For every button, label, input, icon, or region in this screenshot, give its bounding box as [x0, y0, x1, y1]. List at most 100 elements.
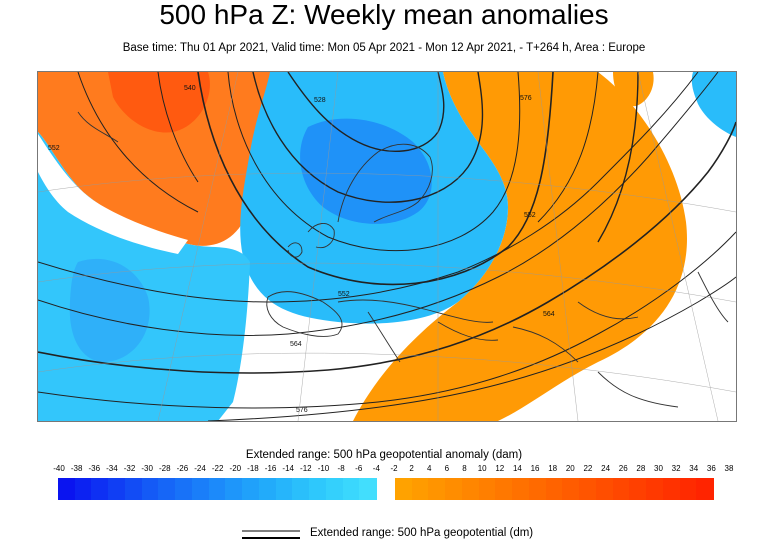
colorbar-cell	[495, 478, 513, 500]
colorbar-tick-label: -36	[88, 464, 101, 473]
colorbar-cell	[646, 478, 664, 500]
colorbar-negative	[58, 478, 377, 500]
colorbar-cell	[395, 478, 413, 500]
positive-anomaly-small-east	[613, 72, 654, 107]
colorbar-cell	[612, 478, 630, 500]
contour-legend: Extended range: 500 hPa geopotential (dm…	[242, 526, 712, 542]
colorbar-cell	[512, 478, 530, 500]
colorbar-cell	[191, 478, 210, 500]
colorbar-tick-label: 10	[477, 464, 487, 473]
colorbar-tick-label: -2	[390, 464, 398, 473]
colorbar-cell	[58, 478, 76, 500]
colorbar-tick-label: -26	[176, 464, 189, 473]
colorbar-cell	[275, 478, 293, 500]
colorbar-cell	[579, 478, 597, 500]
contour-label: 552	[48, 145, 60, 152]
colorbar-cell	[309, 478, 327, 500]
colorbar-tick-label: -28	[159, 464, 171, 473]
colorbar-cell	[696, 478, 714, 500]
colorbar-cell	[258, 478, 277, 500]
colorbar-tick-label: 28	[636, 464, 646, 473]
positive-anomaly-south-east	[353, 72, 687, 421]
colorbar-tick-label: 8	[462, 464, 467, 473]
graticule	[38, 72, 736, 421]
contour-label: 552	[524, 212, 536, 219]
chart-title: 500 hPa Z: Weekly mean anomalies	[159, 0, 609, 30]
colorbar-cell	[679, 478, 697, 500]
colorbar-cell	[242, 478, 260, 500]
colorbar-tick-label: 20	[565, 464, 575, 473]
colorbar-cell	[74, 478, 93, 500]
contour-label: 540	[184, 85, 196, 92]
colorbar-tick-label: -30	[141, 464, 153, 473]
colorbar-tick-label: 24	[601, 464, 611, 473]
chart-subtitle: Base time: Thu 01 Apr 2021, Valid time: …	[122, 42, 646, 54]
colorbar-tick-label: -38	[70, 464, 83, 473]
coastlines	[77, 111, 729, 408]
contour-legend-label: Extended range: 500 hPa geopotential (dm…	[310, 527, 534, 539]
colorbar-tick-label: 26	[618, 464, 628, 473]
colorbar-cell	[108, 478, 126, 500]
colorbar-cell	[445, 478, 463, 500]
colorbar-tick-label: 12	[495, 464, 505, 473]
colorbar-cell	[325, 478, 344, 500]
colorbar-cell	[292, 478, 310, 500]
colorbar-cell	[208, 478, 226, 500]
colorbar-cell	[595, 478, 614, 500]
colorbar-cell	[411, 478, 430, 500]
colorbar-positive	[395, 478, 714, 500]
colorbar-tick-label: 30	[654, 464, 663, 473]
colorbar-ticks: -40 -38 -36 -34 -32 -30 -28 -26 -24 -22 -20 -18 -16-…	[50, 464, 733, 476]
colorbar-cell	[225, 478, 243, 500]
contour-label: 552	[338, 291, 350, 298]
geopotential-contours	[38, 72, 736, 421]
colorbar-cell	[175, 478, 193, 500]
map-svg: 552 552 564 564 576 576 528 540 552	[38, 72, 736, 421]
colorbar-cell	[428, 478, 446, 500]
colorbar-cell	[124, 478, 143, 500]
colorbar-tick-label: -24	[194, 464, 206, 473]
contour-label: 576	[296, 407, 308, 414]
colorbar-tick-label: 32	[671, 464, 681, 473]
colorbar-tick-label: -10	[317, 464, 330, 473]
colorbar-tick-label: 2	[409, 464, 414, 473]
negative-anomaly-core-southwest	[69, 258, 150, 362]
colorbar-tick-label: -20	[229, 464, 242, 473]
colorbar-tick-label: -14	[282, 464, 294, 473]
colorbar-tick-label: 18	[548, 464, 558, 473]
contour-label: 564	[290, 341, 302, 348]
colorbar-tick-label: 22	[583, 464, 593, 473]
contour-label-group: 552 552 564 564 576 576 528 540 552	[48, 85, 555, 414]
contour-label: 564	[543, 311, 555, 318]
colorbar-tick-label: 16	[530, 464, 540, 473]
colorbar-tick-label: 4	[427, 464, 432, 473]
contour-line-swatch-icon	[242, 530, 300, 539]
colorbar-tick-label: 6	[444, 464, 450, 473]
positive-anomaly-core-atlantic	[108, 72, 210, 133]
neutral-gap-atlantic	[38, 134, 188, 254]
colorbar-tick-label: -34	[106, 464, 118, 473]
colorbar-tick-label: -6	[355, 464, 363, 473]
colorbar-tick-label: -12	[300, 464, 312, 473]
colorbar-tick-label: 38	[724, 464, 734, 473]
colorbar-tick-label: 36	[706, 464, 716, 473]
colorbar-tick-label: -32	[123, 464, 136, 473]
colorbar-cell	[158, 478, 176, 500]
colorbar-cell	[342, 478, 360, 500]
colorbar-tick-label: 14	[512, 464, 522, 473]
colorbar-cell	[528, 478, 547, 500]
colorbar-tick-label: -8	[337, 464, 345, 473]
colorbar-tick-label: -4	[372, 464, 380, 473]
colorbar-cell	[629, 478, 647, 500]
colorbar-tick-label: 34	[689, 464, 699, 473]
colorbar-cell	[545, 478, 563, 500]
colorbar-title: Extended range: 500 hPa geopotential ano…	[245, 449, 523, 461]
colorbar-tick-label: -22	[211, 464, 224, 473]
contour-label: 528	[314, 97, 326, 104]
colorbar-cell	[662, 478, 681, 500]
colorbar-cell	[461, 478, 480, 500]
colorbar-tick-label: -18	[247, 464, 259, 473]
anomaly-map: 552 552 564 564 576 576 528 540 552	[37, 71, 737, 422]
contour-label: 576	[520, 95, 532, 102]
colorbar-cell	[359, 478, 377, 500]
